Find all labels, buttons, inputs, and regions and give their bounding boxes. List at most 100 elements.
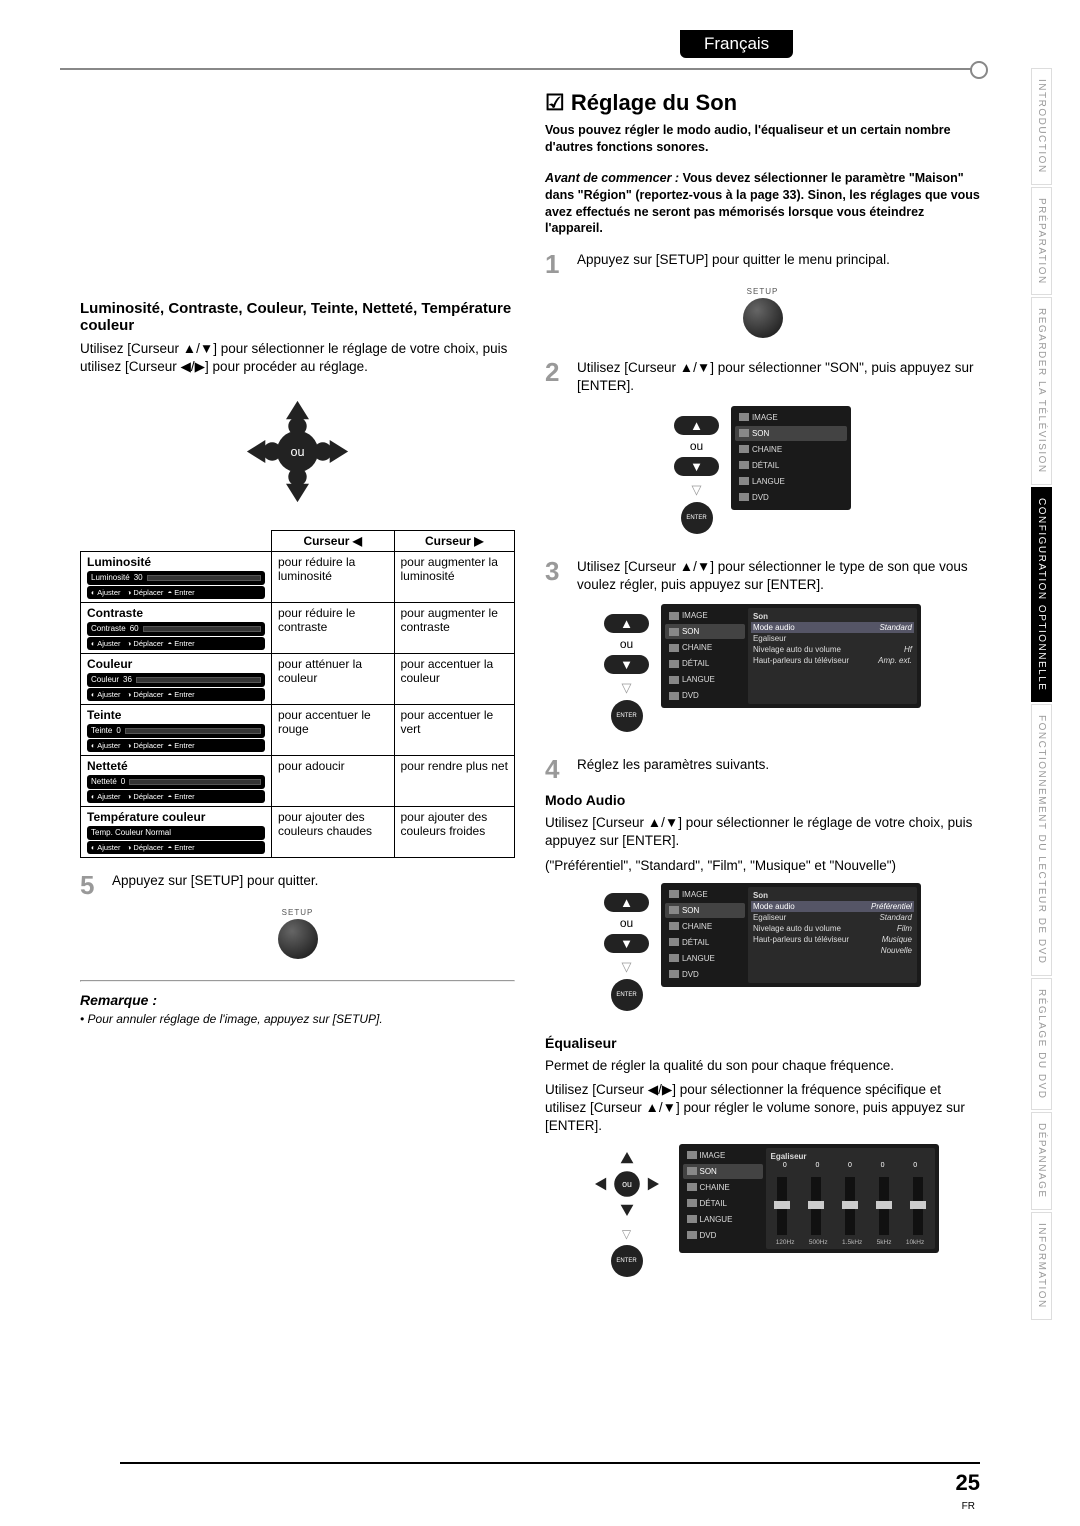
- osd-line: Mode audioStandard: [751, 622, 914, 633]
- step-number-2: 2: [545, 359, 567, 395]
- eq-freq-label: 1.5kHz: [842, 1239, 862, 1246]
- left-heading: Luminosité, Contraste, Couleur, Teinte, …: [80, 300, 515, 334]
- osd-menu-item: LANGUE: [665, 951, 745, 966]
- osd-menu-item: DVD: [735, 490, 847, 505]
- eq-freq-label: 10kHz: [906, 1239, 924, 1246]
- enter-button-icon: ENTER: [611, 700, 643, 732]
- equaliser-p1: Permet de régler la qualité du son pour …: [545, 1057, 980, 1075]
- step-number-3: 3: [545, 558, 567, 594]
- eq-value: 0: [913, 1162, 917, 1169]
- osd-menu-item: CHAINE: [665, 919, 745, 934]
- table-row: LuminositéLuminosité30◐ Ajuster ◑ Déplac…: [81, 552, 515, 603]
- osd-screenshot-3: IMAGESONCHAINEDÉTAILLANGUEDVD Son Mode a…: [661, 604, 921, 708]
- eq-value: 0: [881, 1162, 885, 1169]
- osd-panel-title: Son: [751, 890, 914, 901]
- osd-line: Mode audioPréférentiel: [751, 901, 914, 912]
- eq-freq-label: 120Hz: [776, 1239, 795, 1246]
- enter-button-icon: ENTER: [681, 502, 713, 534]
- step-1-text: Appuyez sur [SETUP] pour quitter le menu…: [577, 251, 980, 277]
- before-start: Avant de commencer : Vous devez sélectio…: [545, 170, 980, 238]
- osd-menu-item: SON: [683, 1164, 763, 1179]
- osd-menu-item: DVD: [665, 967, 745, 982]
- top-rule: [60, 68, 980, 70]
- section-tab[interactable]: INFORMATION: [1031, 1212, 1052, 1320]
- table-row: NettetéNetteté0◐ Ajuster ◑ Déplacer ◓ En…: [81, 756, 515, 807]
- eq-slider: [913, 1177, 923, 1235]
- step-5-text: Appuyez sur [SETUP] pour quitter.: [112, 872, 515, 898]
- section-tab[interactable]: CONFIGURATION OPTIONNELLE: [1031, 487, 1052, 702]
- step-number-5: 5: [80, 872, 102, 898]
- table-row: ContrasteContraste60◐ Ajuster ◑ Déplacer…: [81, 603, 515, 654]
- remarque-heading: Remarque :: [80, 992, 515, 1008]
- section-title: Réglage du Son: [545, 90, 980, 116]
- equaliser-p2: Utilisez [Curseur ◀/▶] pour sélectionner…: [545, 1081, 980, 1136]
- osd-menu-item: IMAGE: [665, 608, 745, 623]
- cursor-up-down-figure-4: ▲ ou ▼ ▽ ENTER: [604, 891, 649, 1011]
- section-tab[interactable]: DÉPANNAGE: [1031, 1112, 1052, 1210]
- osd-menu-item: DVD: [665, 688, 745, 703]
- modo-audio-p2: ("Préférentiel", "Standard", "Film", "Mu…: [545, 857, 980, 875]
- setup-button-figure-r: SETUP: [545, 287, 980, 341]
- down-arrow-icon: ▼: [604, 934, 649, 953]
- modo-audio-p1: Utilisez [Curseur ▲/▼] pour sélectionner…: [545, 814, 980, 850]
- cursor-up-down-figure: ▲ ou ▼ ▽ ENTER: [674, 414, 719, 534]
- modo-audio-heading: Modo Audio: [545, 792, 980, 808]
- osd-line: Egaliseur: [751, 633, 914, 644]
- up-arrow-icon: ▲: [604, 614, 649, 633]
- section-tabs: INTRODUCTIONPRÉPARATIONREGARDER LA TÉLÉV…: [1031, 68, 1052, 1320]
- col-cursor-right: Curseur ▶: [394, 531, 515, 552]
- osd-menu-item: DVD: [683, 1228, 763, 1243]
- osd-menu-item: DÉTAIL: [683, 1196, 763, 1211]
- setup-label-r: SETUP: [545, 287, 980, 296]
- down-arrow-outline-icon: ▽: [674, 482, 719, 498]
- osd-menu-item: SON: [665, 903, 745, 918]
- dpad-icon: ou: [240, 498, 355, 512]
- dpad-small-figure: ou ▽ ENTER: [587, 1144, 667, 1277]
- osd-menu-item: SON: [665, 624, 745, 639]
- step-4-text: Réglez les paramètres suivants.: [577, 756, 980, 782]
- dpad-ou: ou: [290, 446, 304, 460]
- osd-line: Nouvelle: [751, 945, 914, 956]
- section-tab[interactable]: RÉGLAGE DU DVD: [1031, 978, 1052, 1110]
- ou-label: ou: [604, 916, 649, 930]
- osd-screenshot-eq: IMAGESONCHAINEDÉTAILLANGUEDVD Egaliseur …: [679, 1144, 939, 1253]
- cursor-up-down-figure-3: ▲ ou ▼ ▽ ENTER: [604, 612, 649, 732]
- ou-label: ou: [604, 637, 649, 651]
- remarque-rule: [80, 980, 515, 982]
- step-number-4: 4: [545, 756, 567, 782]
- osd-menu-item: SON: [735, 426, 847, 441]
- section-tab[interactable]: FONCTIONNEMENT DU LECTEUR DE DVD: [1031, 704, 1052, 976]
- setup-button-icon-r: [743, 298, 783, 338]
- enter-button-icon: ENTER: [611, 979, 643, 1011]
- section-tab[interactable]: PRÉPARATION: [1031, 187, 1052, 296]
- eq-slider: [845, 1177, 855, 1235]
- osd-menu-item: DÉTAIL: [665, 656, 745, 671]
- eq-value: 0: [783, 1162, 787, 1169]
- osd-screenshot-4: IMAGESONCHAINEDÉTAILLANGUEDVD Son Mode a…: [661, 883, 921, 987]
- eq-freq-label: 500Hz: [809, 1239, 828, 1246]
- section-tab[interactable]: REGARDER LA TÉLÉVISION: [1031, 297, 1052, 485]
- osd-menu-item: DÉTAIL: [665, 935, 745, 950]
- setup-button-figure: SETUP: [80, 908, 515, 962]
- osd-menu-item: LANGUE: [683, 1212, 763, 1227]
- remarque-text: Pour annuler réglage de l'image, appuyez…: [80, 1012, 515, 1026]
- svg-text:ou: ou: [622, 1179, 632, 1189]
- left-column: Luminosité, Contraste, Couleur, Teinte, …: [80, 90, 515, 1293]
- eq-slider: [777, 1177, 787, 1235]
- section-tab[interactable]: INTRODUCTION: [1031, 68, 1052, 185]
- osd-menu-item: CHAINE: [735, 442, 847, 457]
- osd-line: Nivelage auto du volumeHf: [751, 644, 914, 655]
- eq-slider: [811, 1177, 821, 1235]
- step-3-text: Utilisez [Curseur ▲/▼] pour sélectionner…: [577, 558, 980, 594]
- table-row: TeinteTeinte0◐ Ajuster ◑ Déplacer ◓ Entr…: [81, 705, 515, 756]
- eq-value: 0: [815, 1162, 819, 1169]
- osd-menu-item: CHAINE: [665, 640, 745, 655]
- table-row: Température couleurTemp. Couleur Normal◐…: [81, 807, 515, 858]
- up-arrow-icon: ▲: [674, 416, 719, 435]
- down-arrow-outline-icon: ▽: [604, 680, 649, 696]
- osd-menu-item: LANGUE: [735, 474, 847, 489]
- down-arrow-icon: ▼: [604, 655, 649, 674]
- down-arrow-outline-icon: ▽: [587, 1227, 667, 1241]
- osd-panel-title: Son: [751, 611, 914, 622]
- enter-button-icon: ENTER: [611, 1245, 643, 1277]
